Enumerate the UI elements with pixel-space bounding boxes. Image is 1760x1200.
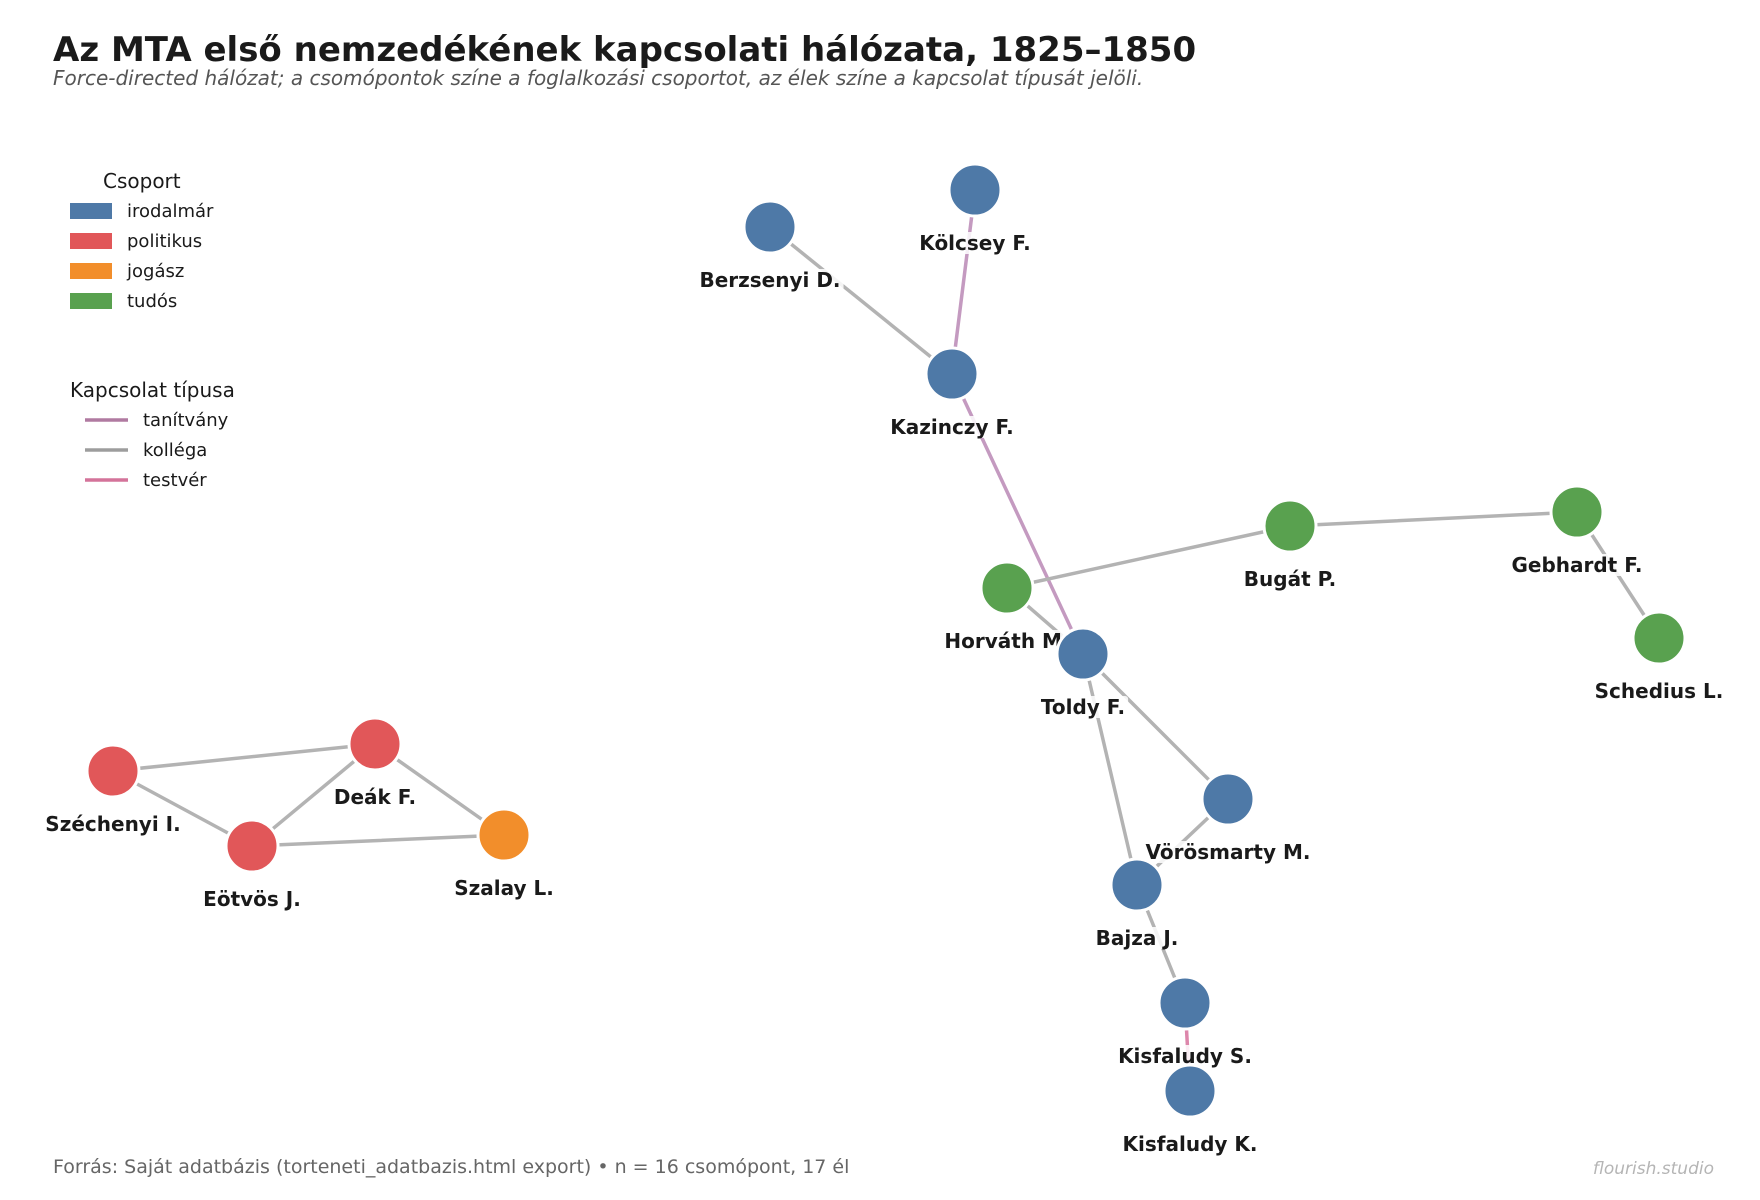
node-label-background <box>1591 680 1727 702</box>
node-label-background <box>451 877 557 899</box>
node-schedius[interactable]: Schedius L. <box>1591 610 1727 703</box>
legend-label-jogasz: jogász <box>126 261 184 282</box>
edge-bugat-gebhardt <box>1288 510 1579 528</box>
legend: Csoport irodalmár politikus jogász tudós Kapc… <box>70 169 235 491</box>
node-label: Bugát P. <box>1244 567 1336 591</box>
node-label-background <box>1115 1045 1255 1067</box>
node-layer: Kölcsey F. Berzsenyi D. Kazinczy F. Bugát P… <box>42 162 1727 1156</box>
node-label: Kazinczy F. <box>890 415 1014 439</box>
brand-watermark: flourish.studio <box>1592 1159 1714 1179</box>
legend-label-tanitvany: tanítvány <box>143 410 229 431</box>
legend-label-kollega: kolléga <box>143 440 207 461</box>
node-label-background <box>1092 927 1182 949</box>
node-label-background <box>1240 568 1340 590</box>
node-label: Deák F. <box>334 785 416 809</box>
node-deak[interactable]: Deák F. <box>330 716 420 809</box>
legend-label-politikus: politikus <box>127 231 202 252</box>
node-label: Toldy F. <box>1041 695 1125 719</box>
node-label-background <box>941 630 1073 652</box>
node-circle[interactable] <box>1162 1063 1218 1119</box>
node-circle[interactable] <box>742 199 798 255</box>
node-bugat[interactable]: Bugát P. <box>1240 498 1340 591</box>
source-note: Forrás: Saját adatbázis (torteneti_adatb… <box>53 1156 850 1178</box>
legend-group-title: Csoport <box>103 169 181 193</box>
node-toldy[interactable]: Toldy F. <box>1037 626 1129 719</box>
node-eotvos[interactable]: Eötvös J. <box>200 818 304 911</box>
legend-label-testver: testvér <box>143 470 207 491</box>
edge-kolcsey-kazinczy <box>950 188 977 376</box>
node-vorosmarty[interactable]: Vörösmarty M. <box>1142 771 1314 864</box>
node-gebhardt[interactable]: Gebhardt F. <box>1508 484 1646 577</box>
edge-eotvos-szalay <box>250 833 506 848</box>
node-label: Schedius L. <box>1595 679 1724 703</box>
node-szechenyi[interactable]: Széchenyi I. <box>42 743 184 836</box>
node-circle[interactable] <box>947 162 1003 218</box>
node-circle[interactable] <box>1055 626 1111 682</box>
node-horvath[interactable]: Horváth M. <box>941 560 1073 653</box>
node-label: Kölcsey F. <box>919 231 1030 255</box>
edge-layer <box>111 188 1661 1093</box>
node-label: Berzsenyi D. <box>699 268 840 292</box>
legend-swatch-politikus <box>70 233 112 249</box>
node-szalay[interactable]: Szalay L. <box>451 807 557 900</box>
node-kisfaludy_k[interactable]: Kisfaludy K. <box>1119 1063 1261 1156</box>
node-circle[interactable] <box>924 346 980 402</box>
node-label: Vörösmarty M. <box>1146 840 1311 864</box>
node-label: Eötvös J. <box>203 887 301 911</box>
node-label: Széchenyi I. <box>45 812 180 836</box>
node-label-background <box>887 416 1017 438</box>
chart-title: Az MTA első nemzedékének kapcsolati háló… <box>53 30 1197 70</box>
node-label-background <box>330 786 420 808</box>
legend-swatch-tudos <box>70 293 112 309</box>
node-bajza[interactable]: Bajza J. <box>1092 857 1182 950</box>
node-label-background <box>1142 841 1314 863</box>
node-circle[interactable] <box>85 743 141 799</box>
node-label-background <box>200 888 304 910</box>
legend-label-irodalmar: irodalmár <box>127 201 214 222</box>
edge-szechenyi-deak <box>111 742 377 773</box>
legend-label-tudos: tudós <box>127 291 177 312</box>
node-label-background <box>1119 1133 1261 1155</box>
node-circle[interactable] <box>347 716 403 772</box>
node-label-background <box>1508 554 1646 576</box>
node-circle[interactable] <box>1549 484 1605 540</box>
legend-edge-title: Kapcsolat típusa <box>70 378 235 402</box>
node-label: Bajza J. <box>1096 926 1179 950</box>
node-circle[interactable] <box>224 818 280 874</box>
node-label-background <box>42 813 184 835</box>
node-label-background <box>916 232 1034 254</box>
chart-subtitle: Force-directed hálózat; a csomópontok sz… <box>53 66 1144 90</box>
node-kazinczy[interactable]: Kazinczy F. <box>887 346 1017 439</box>
node-circle[interactable] <box>1157 975 1213 1031</box>
node-label: Horváth M. <box>944 629 1069 653</box>
node-circle[interactable] <box>1109 857 1165 913</box>
legend-swatch-jogasz <box>70 263 112 279</box>
node-circle[interactable] <box>979 560 1035 616</box>
node-label-background <box>1037 696 1129 718</box>
node-label: Gebhardt F. <box>1511 553 1642 577</box>
node-kisfaludy_s[interactable]: Kisfaludy S. <box>1115 975 1255 1068</box>
edge-toldy-vorosmarty <box>1081 652 1230 801</box>
node-berzsenyi[interactable]: Berzsenyi D. <box>696 199 844 292</box>
legend-swatch-irodalmar <box>70 203 112 219</box>
node-label-background <box>696 269 844 291</box>
edge-toldy-bajza <box>1081 652 1139 887</box>
node-kolcsey[interactable]: Kölcsey F. <box>916 162 1034 255</box>
edge-horvath-bugat <box>1005 524 1292 590</box>
node-label: Szalay L. <box>454 876 554 900</box>
edge-berzsenyi-kazinczy <box>768 225 954 376</box>
node-circle[interactable] <box>1262 498 1318 554</box>
node-circle[interactable] <box>1631 610 1687 666</box>
node-label: Kisfaludy K. <box>1123 1132 1258 1156</box>
node-circle[interactable] <box>476 807 532 863</box>
node-circle[interactable] <box>1200 771 1256 827</box>
